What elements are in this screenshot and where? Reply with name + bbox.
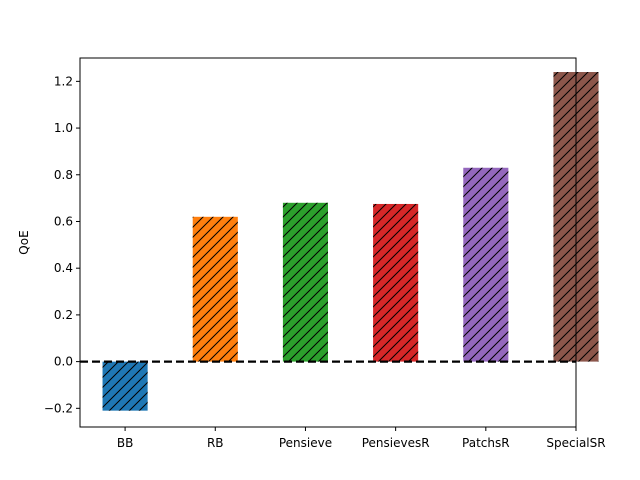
bar-pensievesr bbox=[373, 203, 419, 362]
bar-patchsr bbox=[463, 167, 509, 362]
bar-hatch bbox=[463, 167, 509, 362]
bar-hatch bbox=[102, 361, 148, 411]
y-tick-label: 0.2 bbox=[54, 308, 73, 322]
bar-pensieve bbox=[282, 202, 328, 362]
y-tick-label: 1.0 bbox=[54, 121, 73, 135]
x-tick-label: PensievesR bbox=[362, 436, 430, 450]
y-axis-label: QoE bbox=[17, 230, 31, 254]
bar-hatch bbox=[282, 202, 328, 362]
y-tick-label: −0.2 bbox=[44, 401, 73, 415]
y-tick-label: 0.0 bbox=[54, 355, 73, 369]
x-tick-label: Pensieve bbox=[279, 436, 332, 450]
x-tick-label: SpecialSR bbox=[546, 436, 605, 450]
y-tick-label: 0.8 bbox=[54, 168, 73, 182]
bar-hatch bbox=[373, 203, 419, 362]
bar-bb bbox=[102, 361, 148, 411]
plot-frame bbox=[79, 57, 577, 428]
x-tick-label: RB bbox=[207, 436, 224, 450]
bar-rb bbox=[192, 216, 238, 362]
bar-hatch bbox=[192, 216, 238, 362]
x-tick-label: PatchsR bbox=[462, 436, 510, 450]
y-tick-label: 0.4 bbox=[54, 261, 73, 275]
y-tick-label: 0.6 bbox=[54, 214, 73, 228]
x-tick-label: BB bbox=[117, 436, 133, 450]
y-tick-label: 1.2 bbox=[54, 74, 73, 88]
